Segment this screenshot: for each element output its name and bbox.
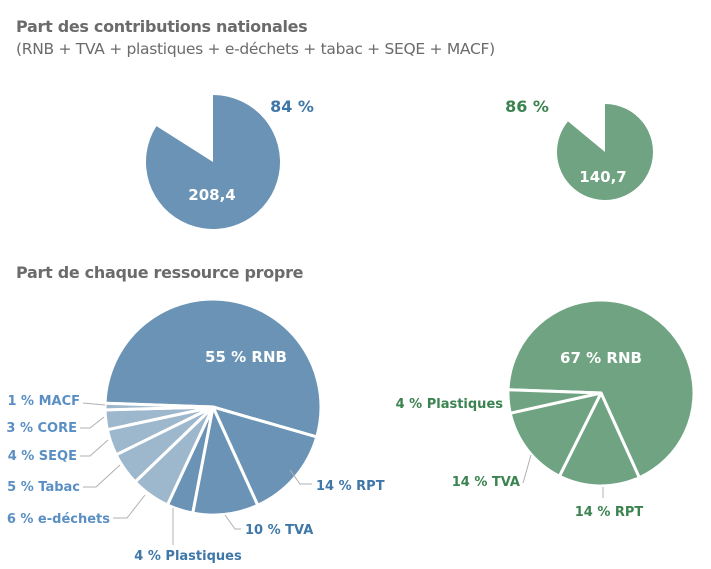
slice-rnb	[103, 297, 323, 439]
slice-rpt	[211, 405, 319, 507]
slice-label-macf: 1 % MACF	[7, 394, 80, 409]
section2-title: Part de chaque ressource propre	[16, 263, 304, 282]
slice-label-rnb: 55 % RNB	[205, 348, 287, 366]
slice-label-tabac: 5 % Tabac	[7, 480, 80, 495]
slice-label-tva: 10 % TVA	[245, 523, 313, 538]
leader-line	[82, 402, 106, 406]
slice-label-seqe: 4 % SEQE	[8, 449, 77, 464]
national-share-slice	[145, 95, 280, 229]
leader-line	[224, 514, 241, 530]
slice-plastiques	[506, 388, 603, 415]
slice-label-core: 3 % CORE	[6, 421, 77, 436]
slice-tva	[508, 391, 603, 478]
leader-line	[522, 454, 532, 484]
slice-label-e-déchets: 6 % e-déchets	[7, 512, 110, 527]
slice-label-rpt: 14 % RPT	[575, 505, 644, 520]
national-share-slice	[557, 104, 653, 201]
slice-label-rpt: 14 % RPT	[316, 479, 385, 494]
section1-title: Part des contributions nationales	[16, 17, 308, 36]
national-share-label: 86 %	[505, 97, 549, 116]
slice-label-rnb: 67 % RNB	[560, 349, 642, 367]
leader-line	[80, 439, 109, 457]
leader-line	[80, 416, 105, 429]
slice-rpt	[557, 391, 641, 488]
slice-rnb	[506, 298, 696, 480]
slice-macf	[103, 401, 215, 412]
slice-label-tva: 14 % TVA	[452, 475, 520, 490]
leader-line	[289, 469, 312, 485]
national-value-label: 208,4	[188, 186, 235, 204]
leader-line	[113, 494, 146, 519]
national-share-label: 84 %	[270, 97, 314, 116]
slice-label-plastiques: 4 % Plastiques	[396, 397, 504, 412]
national-value-label: 140,7	[579, 168, 626, 186]
leader-line	[83, 464, 121, 488]
section1-subtitle: (RNB + TVA + plastiques + e-déchets + ta…	[16, 40, 495, 58]
slice-label-plastiques: 4 % Plastiques	[134, 549, 242, 564]
